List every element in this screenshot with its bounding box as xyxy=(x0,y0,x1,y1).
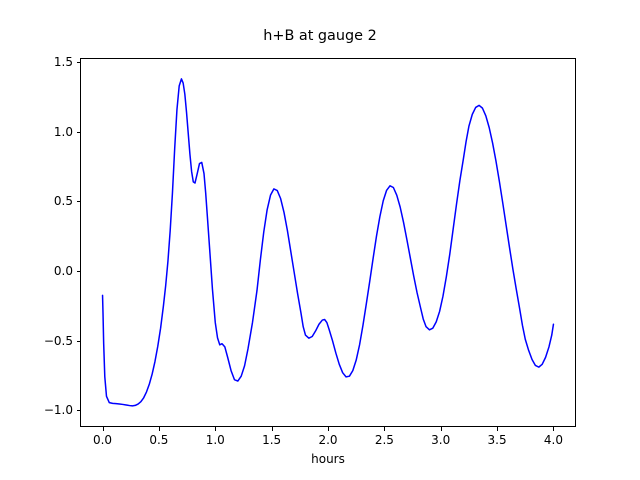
x-tick-label: 3.5 xyxy=(487,433,507,447)
y-tick-mark xyxy=(76,340,80,342)
x-tick-mark xyxy=(271,427,273,431)
x-tick-mark xyxy=(553,427,555,431)
x-tick-mark xyxy=(497,427,499,431)
y-tick-label: −1.0 xyxy=(43,403,73,418)
chart-title: h+B at gauge 2 xyxy=(263,28,377,44)
y-tick-label: −0.5 xyxy=(43,333,73,348)
y-tick-mark xyxy=(76,62,80,64)
x-tick-label: 2.5 xyxy=(374,433,394,447)
x-tick-mark xyxy=(158,427,160,431)
x-tick-label: 4.0 xyxy=(543,433,563,447)
x-tick-label: 1.5 xyxy=(262,433,282,447)
x-tick-mark xyxy=(215,427,217,431)
x-tick-label: 0.0 xyxy=(92,433,113,447)
y-tick-label: 1.0 xyxy=(53,124,73,139)
x-tick-label: 0.5 xyxy=(149,433,169,447)
x-tick-label: 2.0 xyxy=(318,433,338,447)
plot-area xyxy=(80,58,576,427)
x-tick-label: 3.0 xyxy=(431,433,451,447)
y-tick-mark xyxy=(76,410,80,412)
data-line-svg xyxy=(101,78,555,407)
axes-frame xyxy=(80,58,576,427)
x-tick-mark xyxy=(384,427,386,431)
x-axis-label: hours xyxy=(311,452,345,466)
x-tick-mark xyxy=(102,427,104,431)
y-tick-mark xyxy=(76,131,80,133)
y-tick-mark xyxy=(76,201,80,203)
y-tick-mark xyxy=(76,271,80,273)
y-tick-label: 1.5 xyxy=(53,55,73,70)
x-tick-mark xyxy=(328,427,329,431)
x-tick-label: 1.0 xyxy=(205,433,225,447)
y-tick-label: 0.5 xyxy=(53,194,73,209)
y-tick-label: 0.0 xyxy=(53,264,73,279)
x-tick-mark xyxy=(440,427,442,431)
series-line-h-plus-b xyxy=(101,78,555,407)
